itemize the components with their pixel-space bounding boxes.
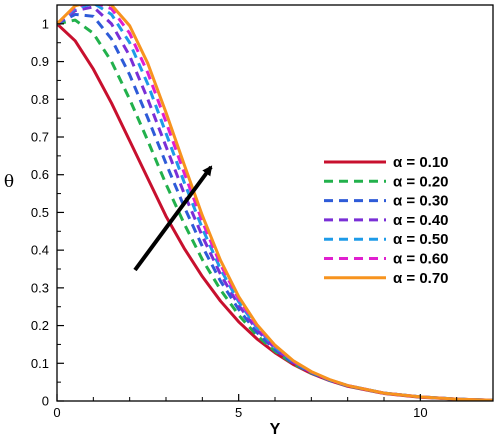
y-tick-label: 0.7 <box>31 130 49 145</box>
axes-layer: 0 5 10 0 0.1 0.2 0.3 0.4 0.5 0.6 0.7 0.8 0.9 1 <box>31 16 458 420</box>
y-tick-label: 0.4 <box>31 243 49 258</box>
y-tick-label: 1 <box>42 16 49 31</box>
series-line-7 <box>57 5 493 401</box>
series-layer <box>57 5 493 401</box>
series-line-4 <box>57 5 493 401</box>
y-tick-label: 0.5 <box>31 205 49 220</box>
x-tick-label: 0 <box>53 405 60 420</box>
y-tick-label: 0.1 <box>31 356 49 371</box>
legend-label-6: α = 0.60 <box>393 251 449 268</box>
legend-label-1: α = 0.10 <box>393 154 449 171</box>
legend-label-2: α = 0.20 <box>393 173 449 190</box>
y-tick-label: 0 <box>42 394 49 409</box>
y-tick-label: 0.8 <box>31 92 49 107</box>
legend: α = 0.10 α = 0.20 α = 0.30 α = 0.40 α = 0.50… <box>324 154 449 287</box>
legend-label-3: α = 0.30 <box>393 193 449 210</box>
legend-label-4: α = 0.40 <box>393 212 449 229</box>
legend-label-7: α = 0.70 <box>393 270 449 287</box>
y-tick-label: 0.2 <box>31 318 49 333</box>
x-tick-label: 10 <box>413 405 427 420</box>
y-tick-label: 0.9 <box>31 54 49 69</box>
y-tick-label: 0.6 <box>31 167 49 182</box>
x-axis-title: Y <box>270 421 281 437</box>
trend-arrow <box>133 165 213 272</box>
legend-label-5: α = 0.50 <box>393 231 449 248</box>
y-axis-title: θ <box>4 172 14 192</box>
y-tick-label: 0.3 <box>31 280 49 295</box>
x-tick-label: 5 <box>235 405 242 420</box>
